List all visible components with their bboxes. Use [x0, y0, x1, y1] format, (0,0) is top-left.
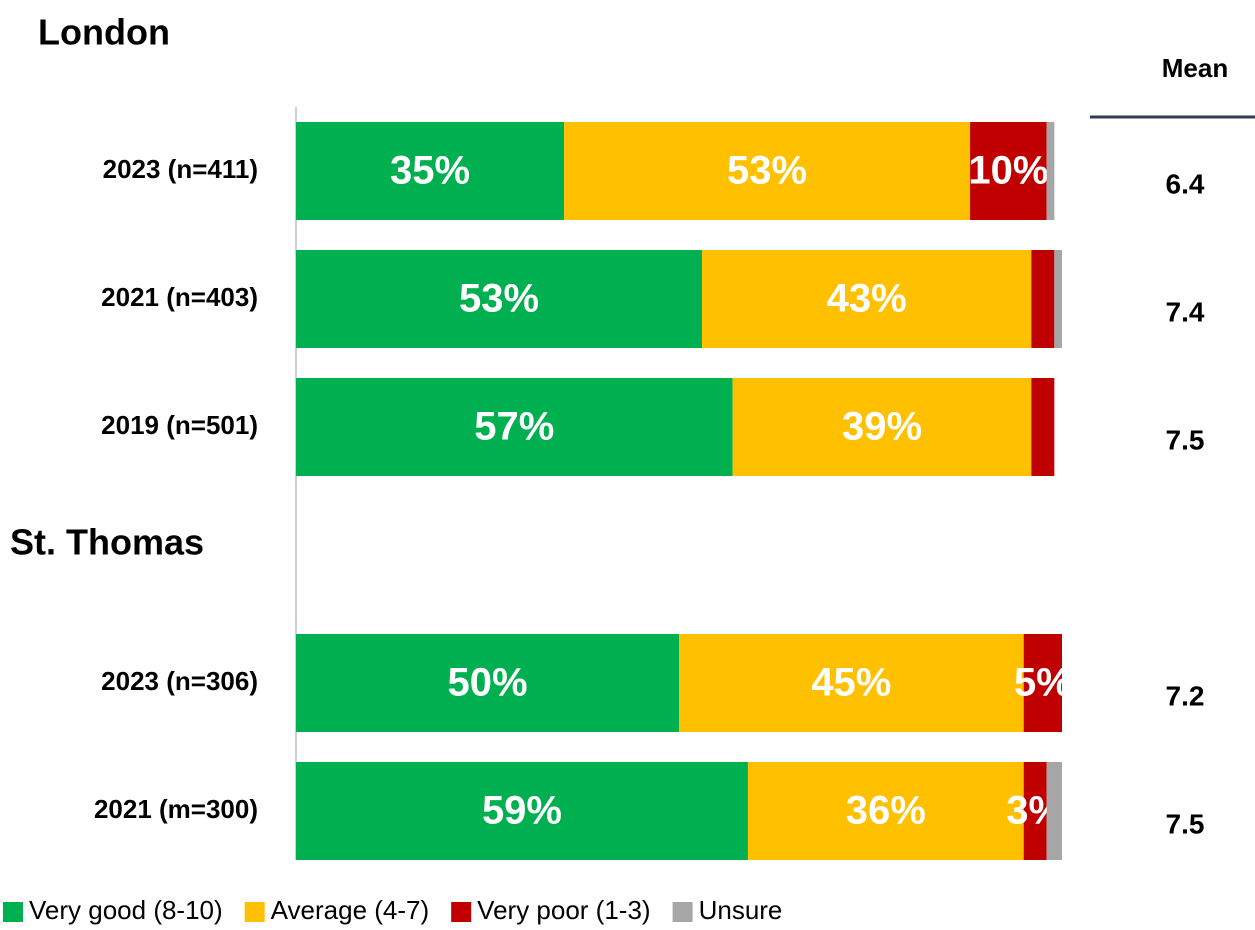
bar-segment [564, 122, 971, 220]
mean-value: 7.4 [1166, 296, 1205, 327]
legend-label: Average (4-7) [271, 895, 430, 925]
section-title: London [38, 12, 170, 53]
bar-segment [701, 250, 1032, 348]
y-tick-label: 2023 (n=411) [103, 154, 258, 184]
data-label: 39% [842, 405, 922, 449]
bar-segment [1023, 634, 1062, 732]
data-label: 35% [390, 149, 470, 193]
data-label: 10% [968, 149, 1048, 193]
mean-value: 7.5 [1166, 424, 1205, 455]
bar-segment [747, 762, 1024, 860]
y-tick-label: 2021 (n=403) [101, 282, 258, 312]
data-label: 45% [811, 661, 891, 705]
data-label: 57% [474, 405, 554, 449]
legend-swatch [244, 902, 265, 922]
data-label: 50% [447, 661, 527, 705]
bar-segment [1031, 250, 1055, 348]
data-label: 43% [827, 277, 907, 321]
bar-segment [1046, 122, 1055, 220]
bar-segment [1023, 762, 1047, 860]
y-tick-label: 2023 (n=306) [101, 666, 258, 696]
bar-segment [296, 250, 702, 348]
data-label: 53% [727, 149, 807, 193]
data-label: 5% [1014, 661, 1072, 705]
legend-swatch [3, 902, 23, 922]
legend-swatch [451, 902, 472, 922]
y-tick-label: 2021 (m=300) [94, 794, 258, 824]
bar-segment [679, 634, 1024, 732]
bar-segment [732, 378, 1032, 476]
bar-segment [296, 634, 679, 732]
legend-label: Very good (8-10) [29, 895, 223, 925]
mean-value: 7.2 [1166, 680, 1205, 711]
data-label: 36% [846, 789, 926, 833]
bar-segment [296, 762, 748, 860]
bar-segment [970, 122, 1047, 220]
bar-segment [1031, 378, 1055, 476]
mean-value: 6.4 [1166, 168, 1205, 199]
bar-segment [1054, 250, 1062, 348]
legend-swatch [672, 902, 693, 922]
data-label: 59% [482, 789, 562, 833]
legend-label: Very poor (1-3) [477, 895, 650, 925]
bar-segment [1046, 762, 1062, 860]
mean-value: 7.5 [1166, 808, 1205, 839]
data-label: 53% [459, 277, 539, 321]
bar-segment [296, 378, 733, 476]
y-tick-label: 2019 (n=501) [101, 410, 258, 440]
section-title: St. Thomas [10, 522, 204, 563]
legend-label: Unsure [699, 895, 783, 925]
bar-segment [296, 122, 565, 220]
mean-header: Mean [1162, 53, 1228, 83]
